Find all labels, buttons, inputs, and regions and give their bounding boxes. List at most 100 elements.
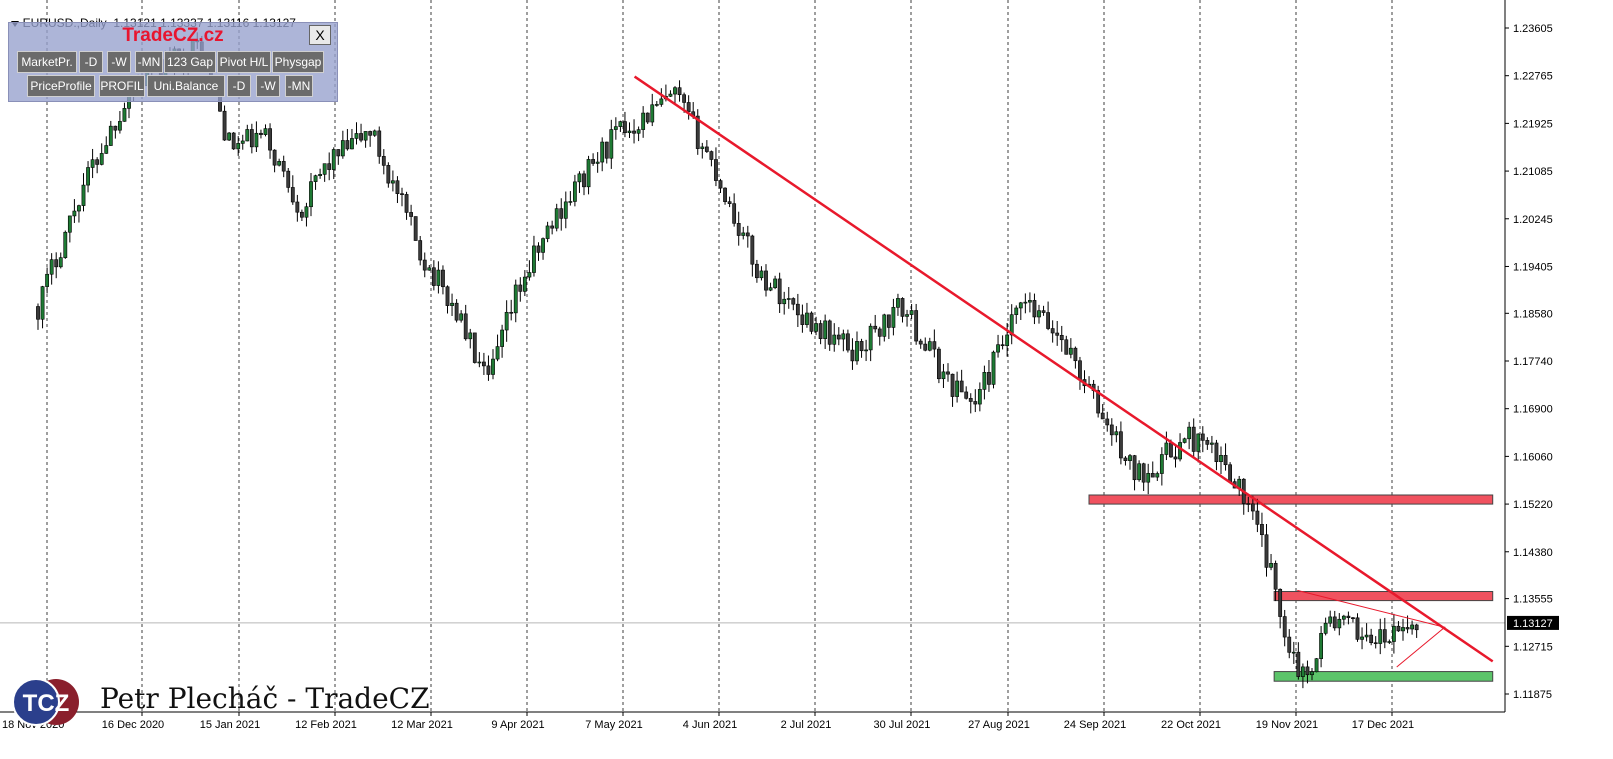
candle-bear	[400, 193, 404, 195]
candle-bull	[1401, 627, 1405, 632]
candle-bear	[809, 312, 814, 332]
tcz-logo-icon: TCZ	[12, 678, 79, 726]
candle-bear	[441, 269, 445, 288]
candle-bear	[750, 235, 755, 265]
candle-bear	[1405, 627, 1410, 630]
candle-bull	[459, 313, 464, 321]
weekly-button[interactable]: -W	[107, 51, 131, 73]
candle-bull	[1178, 442, 1182, 460]
candle-bear	[1105, 418, 1110, 426]
candle-bull	[991, 351, 996, 385]
candle-bear	[1150, 473, 1155, 478]
candle-bull	[882, 314, 887, 337]
candle-bear	[413, 216, 418, 241]
uni-balance-button[interactable]: Uni.Balance	[147, 75, 225, 97]
candle-bull	[891, 307, 896, 328]
candle-bull	[977, 389, 982, 405]
candle-bear	[1250, 503, 1255, 512]
candle-bear	[1059, 335, 1064, 341]
current-price-label: 1.13127	[1513, 618, 1553, 630]
market-profile-button[interactable]: MarketPr.	[17, 51, 77, 73]
candle-bear	[745, 232, 750, 237]
candle-bull	[491, 358, 495, 375]
candle-bear	[623, 121, 627, 134]
candle-bull	[545, 225, 550, 239]
candle-bear	[95, 159, 100, 165]
chart-frame	[0, 0, 1506, 713]
monthly-button[interactable]: -MN	[135, 51, 163, 73]
candle-bear	[964, 391, 969, 399]
candle-bear	[1305, 666, 1310, 676]
candle-bull	[905, 314, 909, 317]
candle-bear	[827, 320, 832, 345]
candle-bear	[259, 132, 263, 135]
candle-bear	[404, 194, 409, 213]
pivot-hl-button[interactable]: Pivot H/L	[217, 51, 271, 73]
gap-123-button[interactable]: 123 Gap	[164, 51, 216, 73]
price-tick-label: 1.17740	[1513, 356, 1553, 368]
candle-bear	[1382, 629, 1387, 643]
price-tick-label: 1.16900	[1513, 404, 1553, 416]
physgap-button[interactable]: Physgap	[272, 51, 324, 73]
resistance-zone	[1088, 494, 1494, 505]
candle-bull	[595, 161, 600, 164]
candle-bull	[563, 201, 568, 219]
candle-bull	[1301, 666, 1305, 677]
candle-bear	[1055, 332, 1060, 336]
balance-weekly-button[interactable]: -W	[256, 75, 280, 97]
candle-bull	[832, 334, 837, 345]
price-tick-label: 1.19405	[1513, 261, 1553, 273]
candle-bear	[732, 203, 737, 224]
candle-bull	[522, 276, 527, 292]
candle-bull	[49, 259, 54, 275]
candle-bear	[987, 372, 991, 385]
candle-bull	[504, 311, 509, 331]
candle-bear	[418, 240, 423, 261]
price-axis: 1.23605 1.22765 1.21925 1.21085 1.20245 1.194…	[1505, 23, 1559, 701]
candle-bear	[946, 371, 950, 375]
candle-bull	[340, 140, 345, 157]
candle-bear	[377, 130, 382, 157]
tradecz-panel[interactable]: TradeCZ.cz X MarketPr. -D -W -MN 123 Gap…	[8, 22, 338, 102]
candle-bear	[486, 365, 491, 375]
candle-bear	[736, 223, 741, 236]
candle-bull	[527, 272, 532, 278]
candle-bear	[1369, 634, 1374, 644]
close-button[interactable]: X	[309, 25, 331, 45]
trendline-layer	[633, 75, 1494, 668]
candle-bull	[254, 132, 259, 148]
candle-bull	[322, 163, 327, 175]
candle-bull	[586, 159, 591, 188]
candle-bear	[900, 298, 905, 317]
candle-bear	[604, 141, 609, 159]
price-profile-button[interactable]: PriceProfile	[27, 75, 95, 97]
candle-bull	[45, 273, 50, 287]
candle-bull	[227, 132, 232, 141]
candle-bull	[1210, 442, 1214, 445]
candle-bear	[818, 323, 823, 339]
candle-bear	[1246, 503, 1251, 505]
time-tick-label: 7 May 2021	[585, 719, 642, 731]
candle-bear	[1282, 616, 1287, 638]
candle-bear	[859, 341, 864, 352]
price-tick-label: 1.15220	[1513, 499, 1553, 511]
candle-bear	[36, 306, 40, 320]
candle-bull	[90, 159, 95, 168]
candle-bull	[1037, 310, 1041, 318]
balance-monthly-button[interactable]: -MN	[285, 75, 313, 97]
candle-bear	[445, 286, 450, 306]
candle-bull	[81, 184, 86, 206]
balance-daily-button[interactable]: -D	[227, 75, 251, 97]
candle-bear	[1255, 510, 1260, 525]
candle-bull	[77, 205, 81, 212]
profil-button[interactable]: PROFIL	[99, 75, 145, 97]
candle-bear	[923, 343, 928, 351]
candle-bull	[1164, 442, 1169, 455]
resistance-zone	[1273, 591, 1494, 602]
candle-bull	[1128, 455, 1132, 461]
candle-bull	[363, 131, 368, 141]
candle-bull	[613, 126, 618, 130]
daily-button[interactable]: -D	[79, 51, 103, 73]
candle-bull	[814, 323, 818, 332]
